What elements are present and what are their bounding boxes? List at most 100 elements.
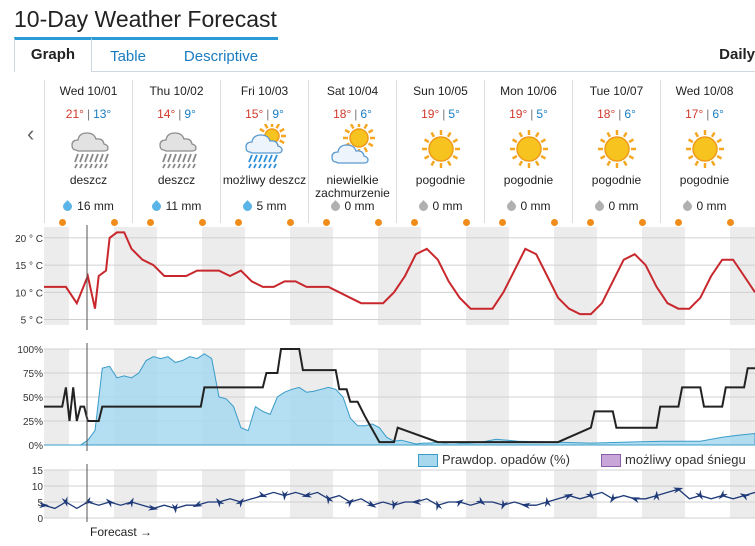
precip-value: 0 mm xyxy=(520,199,551,213)
y-tick-label: 25% xyxy=(23,417,43,428)
y-tick-label: 50% xyxy=(23,393,43,404)
tab-graph[interactable]: Graph xyxy=(14,37,92,72)
daily-toggle[interactable]: Daily xyxy=(719,46,755,63)
precip-value: 11 mm xyxy=(165,199,202,213)
wind-direction-arrow-icon xyxy=(610,492,619,503)
raindrop-icon xyxy=(504,200,518,214)
precip-value: 5 mm xyxy=(256,199,287,213)
sunrise-icon xyxy=(675,219,682,226)
raindrop-icon xyxy=(328,200,342,214)
day-column[interactable]: Wed 10/01 21° | 13° deszcz 16 mm xyxy=(44,80,132,226)
sunset-icon xyxy=(375,219,382,226)
precip-value: 0 mm xyxy=(432,199,463,213)
day-temps: 15° | 9° xyxy=(245,107,284,121)
day-column[interactable]: Wed 10/08 17° | 6° pogodnie 0 mm xyxy=(660,80,748,226)
legend-swatch-precip xyxy=(418,454,438,468)
day-column[interactable]: Thu 10/02 14° | 9° deszcz 11 mm xyxy=(132,80,220,226)
tab-descriptive[interactable]: Descriptive xyxy=(164,37,278,70)
legend-snow: możliwy opad śniegu xyxy=(601,452,746,468)
heavy-rain-icon xyxy=(152,124,202,174)
wind-direction-arrow-icon xyxy=(392,499,399,511)
raindrop-icon xyxy=(416,200,430,214)
sunset-icon xyxy=(727,219,734,226)
legend-swatch-snow xyxy=(601,454,621,468)
forecast-start-label: Forecast → xyxy=(90,525,153,539)
temp-low: 9° xyxy=(272,107,284,121)
sunrise-icon xyxy=(587,219,594,226)
wind-direction-arrow-icon xyxy=(410,498,422,505)
temp-low: 5° xyxy=(448,107,460,121)
sunset-icon xyxy=(287,219,294,226)
day-column[interactable]: Mon 10/06 19° | 5° pogodnie 0 mm xyxy=(484,80,572,226)
wind-direction-arrow-icon xyxy=(301,491,313,498)
tab-table[interactable]: Table xyxy=(92,37,164,70)
condition-text: możliwy deszcz xyxy=(222,173,307,187)
sunrise-icon xyxy=(499,219,506,226)
day-column[interactable]: Sat 10/04 18° | 6° niewielkie zachmurzenie… xyxy=(308,80,396,226)
wind-direction-arrow-icon xyxy=(520,502,531,509)
wind-direction-arrow-icon xyxy=(105,498,116,508)
day-temps: 14° | 9° xyxy=(157,107,196,121)
heavy-rain-icon xyxy=(64,124,114,174)
temp-low: 13° xyxy=(93,107,112,121)
precip-amount: 16 mm xyxy=(45,199,132,214)
wind-direction-arrow-icon xyxy=(281,490,288,501)
condition-text: deszcz xyxy=(69,173,108,187)
day-column[interactable]: Sun 10/05 19° | 5° pogodnie 0 mm xyxy=(396,80,484,226)
day-column[interactable]: Tue 10/07 18° | 6° pogodnie 0 mm xyxy=(572,80,660,226)
day-name: Sun 10/05 xyxy=(413,84,468,98)
wind-direction-arrow-icon xyxy=(695,489,703,500)
cloud-precip-chart: 100% 75% 50% 25% 0% xyxy=(17,343,755,451)
cloud-cover-line xyxy=(44,348,755,444)
day-name: Thu 10/02 xyxy=(149,84,204,98)
condition-text: deszcz xyxy=(157,173,196,187)
wind-direction-arrow-icon xyxy=(585,489,595,500)
sun-icon xyxy=(416,124,466,174)
wind-direction-arrow-icon xyxy=(453,499,464,508)
day-temps: 19° | 5° xyxy=(509,107,548,121)
temp-high: 18° xyxy=(333,107,352,121)
y-tick-label: 0% xyxy=(29,441,44,451)
wind-direction-arrow-icon xyxy=(344,498,354,508)
sunset-icon xyxy=(551,219,558,226)
precip-amount: 0 mm xyxy=(397,199,484,214)
condition-text: pogodnie xyxy=(591,173,642,187)
prev-arrow-icon[interactable]: ‹ xyxy=(27,121,35,146)
day-column[interactable]: Fri 10/03 15° | 9° możliwy deszcz 5 mm xyxy=(220,80,308,226)
precip-value: 0 mm xyxy=(344,199,375,213)
temp-low: 6° xyxy=(624,107,636,121)
y-tick-label: 5 ° C xyxy=(21,316,43,327)
y-tick-label: 20 ° C xyxy=(15,234,43,245)
day-name: Wed 10/08 xyxy=(675,84,734,98)
sunrise-icon xyxy=(323,219,330,226)
wind-direction-arrow-icon xyxy=(61,496,68,507)
day-temps: 18° | 6° xyxy=(597,107,636,121)
temp-low: 9° xyxy=(184,107,196,121)
temp-high: 15° xyxy=(245,107,264,121)
day-name: Fri 10/03 xyxy=(240,84,289,98)
precip-probability-area xyxy=(44,353,755,446)
precip-amount: 0 mm xyxy=(573,199,660,214)
sun-icon xyxy=(592,124,642,174)
legend-label-precip: Prawdop. opadów (%) xyxy=(442,452,570,467)
y-tick-label: 100% xyxy=(17,345,43,356)
y-tick-label: 10 xyxy=(32,482,44,493)
wind-direction-arrow-icon xyxy=(718,489,728,500)
legend-precip-prob: Prawdop. opadów (%) xyxy=(418,452,570,468)
page-title: 10-Day Weather Forecast xyxy=(14,6,277,32)
temperature-series-line xyxy=(44,231,755,316)
condition-text: pogodnie xyxy=(503,173,554,187)
y-tick-label: 75% xyxy=(23,369,43,380)
condition-text: pogodnie xyxy=(679,173,730,187)
wind-direction-arrow-icon xyxy=(126,497,134,508)
y-tick-label: 10 ° C xyxy=(15,288,43,299)
sunset-icon xyxy=(463,219,470,226)
sun-rain-icon xyxy=(240,122,290,174)
temp-high: 17° xyxy=(685,107,704,121)
wind-direction-arrow-icon xyxy=(171,503,178,514)
precip-value: 16 mm xyxy=(77,199,114,213)
wind-direction-arrow-icon xyxy=(235,497,244,508)
raindrop-icon xyxy=(592,200,606,214)
view-tabs: Graph Table Descriptive xyxy=(14,37,755,72)
legend-label-snow: możliwy opad śniegu xyxy=(625,452,746,467)
